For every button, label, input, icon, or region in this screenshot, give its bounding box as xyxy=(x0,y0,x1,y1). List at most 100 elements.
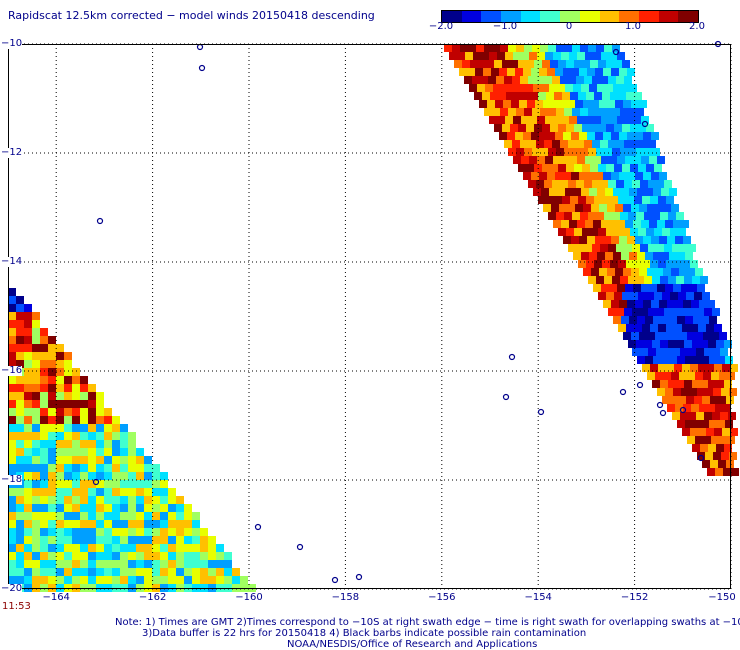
swath-cell xyxy=(72,584,80,592)
swath-cell xyxy=(595,172,603,180)
swath-cell xyxy=(168,568,176,576)
swath-cell xyxy=(698,364,706,372)
swath-cell xyxy=(472,76,480,84)
swath-cell xyxy=(64,552,72,560)
swath-cell xyxy=(598,164,606,172)
swath-cell xyxy=(613,252,621,260)
swath-cell xyxy=(632,348,640,356)
swath-cell xyxy=(501,84,509,92)
swath-cell xyxy=(560,76,568,84)
swath-cell xyxy=(176,544,184,552)
swath-cell xyxy=(695,372,703,380)
swath-cell xyxy=(48,392,56,400)
swath-cell xyxy=(128,456,136,464)
swath-cell xyxy=(701,356,709,364)
swath-cell xyxy=(638,228,646,236)
swath-cell xyxy=(64,512,72,520)
swath-cell xyxy=(136,560,144,568)
swath-cell xyxy=(617,156,625,164)
swath-cell xyxy=(80,520,88,528)
swath-cell xyxy=(632,140,640,148)
swath-cell xyxy=(192,560,200,568)
swath-cell xyxy=(646,292,654,300)
swath-cell xyxy=(600,140,608,148)
swath-cell xyxy=(689,284,697,292)
swath-cell xyxy=(80,400,88,408)
swath-cell xyxy=(88,384,96,392)
colorbar-tick-label: 2.0 xyxy=(689,21,705,32)
swath-cell xyxy=(80,496,88,504)
swath-cell xyxy=(48,344,56,352)
swath-cell xyxy=(588,108,596,116)
swath-cell xyxy=(8,528,16,536)
swath-cell xyxy=(16,448,24,456)
swath-cell xyxy=(8,432,16,440)
island-outline xyxy=(659,409,667,417)
swath-cell xyxy=(639,100,647,108)
swath-cell xyxy=(8,504,16,512)
swath-cell xyxy=(634,324,642,332)
swath-cell xyxy=(709,420,717,428)
swath-cell xyxy=(24,400,32,408)
swath-cell xyxy=(64,584,72,592)
swath-cell xyxy=(560,180,568,188)
swath-cell xyxy=(652,340,660,348)
swath-cell xyxy=(40,328,48,336)
swath-cell xyxy=(514,92,522,100)
swath-cell xyxy=(64,456,72,464)
swath-cell xyxy=(184,544,192,552)
swath-cell xyxy=(152,568,160,576)
swath-cell xyxy=(635,172,643,180)
swath-cell xyxy=(144,568,152,576)
swath-cell xyxy=(652,380,660,388)
swath-cell xyxy=(32,344,40,352)
swath-cell xyxy=(168,536,176,544)
swath-cell xyxy=(505,52,513,60)
swath-cell xyxy=(687,436,695,444)
swath-cell xyxy=(8,296,16,304)
swath-cell xyxy=(539,132,547,140)
swath-cell xyxy=(712,348,720,356)
swath-cell xyxy=(168,496,176,504)
swath-cell xyxy=(508,148,516,156)
swath-cell xyxy=(624,308,632,316)
swath-cell xyxy=(504,140,512,148)
swath-cell xyxy=(576,140,584,148)
swath-cell xyxy=(208,560,216,568)
swath-cell xyxy=(712,308,720,316)
swath-cell xyxy=(24,504,32,512)
swath-cell xyxy=(609,116,617,124)
swath-cell xyxy=(64,432,72,440)
swath-cell xyxy=(48,448,56,456)
swath-cell xyxy=(691,300,699,308)
swath-cell xyxy=(48,368,56,376)
swath-cell xyxy=(524,108,532,116)
swath-cell xyxy=(516,108,524,116)
swath-cell xyxy=(709,356,717,364)
swath-cell xyxy=(96,552,104,560)
swath-cell xyxy=(224,552,232,560)
swath-cell xyxy=(96,512,104,520)
swath-cell xyxy=(216,568,224,576)
swath-cell xyxy=(136,512,144,520)
swath-cell xyxy=(64,528,72,536)
swath-cell xyxy=(641,284,649,292)
swath-cell xyxy=(634,196,642,204)
swath-cell xyxy=(16,496,24,504)
swath-cell xyxy=(596,276,604,284)
swath-cell xyxy=(48,408,56,416)
swath-cell xyxy=(621,252,629,260)
swath-cell xyxy=(556,212,564,220)
swath-cell xyxy=(531,68,539,76)
swath-cell xyxy=(216,552,224,560)
swath-cell xyxy=(696,308,704,316)
swath-cell xyxy=(664,308,672,316)
swath-cell xyxy=(40,432,48,440)
swath-cell xyxy=(40,480,48,488)
swath-cell xyxy=(128,576,136,584)
swath-cell xyxy=(620,148,628,156)
swath-cell xyxy=(613,188,621,196)
swath-cell xyxy=(192,576,200,584)
swath-cell xyxy=(558,164,566,172)
latitude-label: −18 xyxy=(1,474,23,485)
